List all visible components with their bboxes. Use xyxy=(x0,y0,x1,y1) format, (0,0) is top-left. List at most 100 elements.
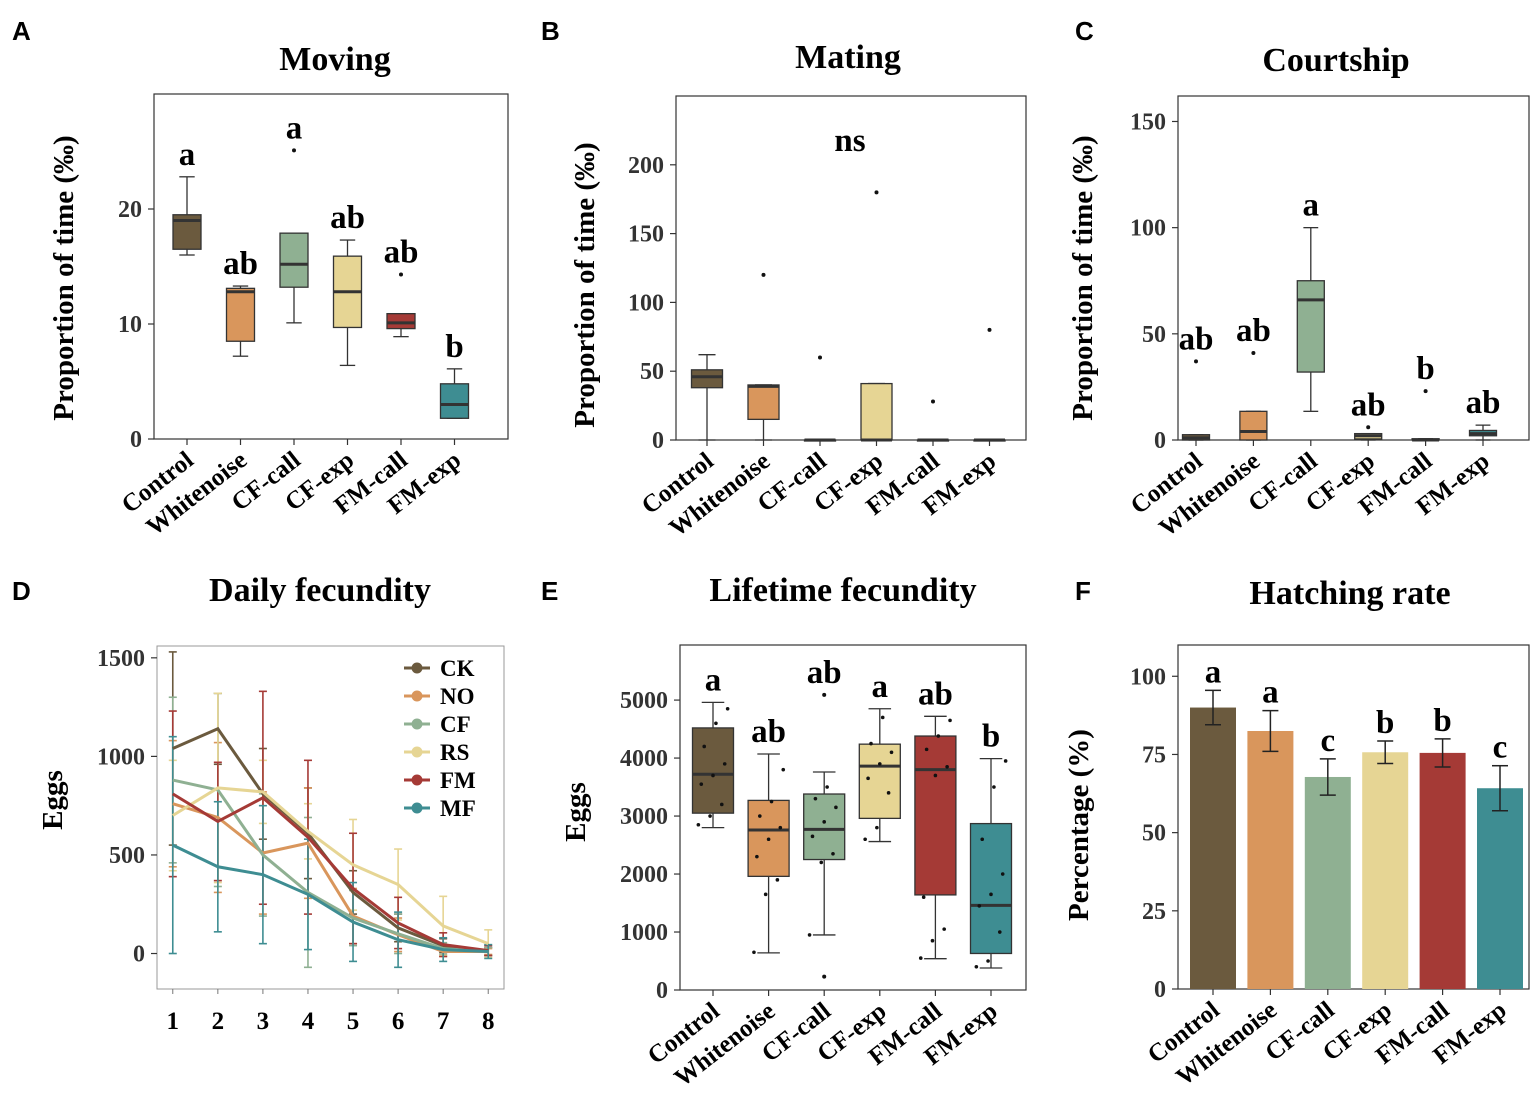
x-tick-label: 5 xyxy=(347,1008,360,1035)
data-point xyxy=(825,785,829,789)
panel-e-lifetime-fecundity-chart: E Lifetime fecundity Eggs 0 1000 2000 3000 4… xyxy=(541,572,1027,1092)
data-point xyxy=(1000,872,1005,876)
data-point xyxy=(921,895,926,900)
data-point xyxy=(822,820,826,824)
y-tick-label: 4000 xyxy=(620,746,668,772)
y-axis-label-d: Eggs xyxy=(37,770,69,830)
significance-letter: ab xyxy=(807,655,842,691)
significance-letter: b xyxy=(1416,351,1434,387)
significance-letter: b xyxy=(445,329,463,365)
data-point xyxy=(869,741,873,746)
data-point xyxy=(708,814,712,818)
y-tick-label: 0 xyxy=(1154,428,1166,454)
outlier-point xyxy=(399,272,403,277)
significance-letter: ab xyxy=(918,676,953,712)
data-point xyxy=(875,825,879,830)
series-line-cf xyxy=(172,778,489,954)
plot-area-d xyxy=(156,645,505,990)
box-fm-call xyxy=(914,735,957,896)
y-tick-label: 200 xyxy=(628,153,664,179)
data-point xyxy=(924,747,929,752)
panel-label-e: E xyxy=(541,576,558,606)
x-tick-label: 3 xyxy=(257,1008,270,1035)
chart-title-a: Moving xyxy=(279,41,390,78)
box-control xyxy=(691,727,735,814)
y-tick-label: 1000 xyxy=(620,920,668,946)
data-point xyxy=(831,851,835,856)
y-tick-label: 0 xyxy=(130,427,142,453)
data-point xyxy=(886,791,891,795)
box-control xyxy=(690,369,724,389)
data-point xyxy=(936,734,941,738)
data-point xyxy=(933,773,938,778)
panel-label-b: B xyxy=(541,16,560,46)
x-tick-label: 4 xyxy=(302,1008,315,1035)
data-point xyxy=(778,825,783,830)
y-tick-label: 50 xyxy=(1142,821,1166,847)
outlier-point xyxy=(761,272,766,277)
box-whitenoise xyxy=(747,384,780,421)
data-point xyxy=(986,959,990,963)
box-fm-exp xyxy=(439,383,470,419)
significance-letter: ab xyxy=(384,235,419,271)
significance-letter: ab xyxy=(1179,321,1214,357)
y-tick-label: 5000 xyxy=(620,688,668,714)
significance-letter: c xyxy=(1320,723,1335,759)
panel-label-c: C xyxy=(1075,16,1094,46)
box-cf-exp xyxy=(858,743,901,820)
data-point xyxy=(942,927,946,931)
outlier-point xyxy=(292,148,296,153)
data-point xyxy=(810,834,815,839)
data-point xyxy=(807,933,812,937)
data-point xyxy=(997,930,1002,934)
legend-marker xyxy=(411,690,423,702)
plot-area-f xyxy=(1177,644,1530,990)
plot-area-c xyxy=(1177,95,1530,441)
significance-letter: ab xyxy=(1236,313,1271,349)
y-axis-label-f: Percentage (%) xyxy=(1063,729,1095,921)
data-point xyxy=(992,785,996,789)
legend-label-ck: CK xyxy=(440,656,475,681)
data-point xyxy=(758,814,762,818)
panel-a-moving-chart: A Moving Proportion of time (‰) 01020aab… xyxy=(12,16,509,541)
data-point xyxy=(775,878,780,882)
chart-title-e: Lifetime fecundity xyxy=(709,572,976,609)
panel-d-daily-fecundity-chart: D Daily fecundity Eggs 0 500 1000 1500 1 2 3 4 5… xyxy=(12,572,505,1035)
y-tick-label: 150 xyxy=(628,222,664,248)
series-line-mf xyxy=(172,843,489,954)
legend-marker xyxy=(411,662,423,674)
y-tick-label: 10 xyxy=(118,312,142,338)
data-point xyxy=(863,837,867,842)
y-axis-label-b: Proportion of time (‰) xyxy=(569,142,601,427)
significance-letter: a xyxy=(1303,188,1320,224)
data-point xyxy=(948,718,952,723)
data-point xyxy=(725,706,730,711)
panel-label-a: A xyxy=(12,16,31,46)
bar-cf-exp xyxy=(1362,752,1409,989)
y-tick-label: 100 xyxy=(628,290,664,316)
bar-whitenoise xyxy=(1247,731,1294,989)
y-axis-label-e: Eggs xyxy=(560,782,592,842)
data-point xyxy=(702,744,707,749)
data-point xyxy=(699,782,704,786)
x-tick-label: 1 xyxy=(167,1008,180,1035)
outlier-point xyxy=(822,974,827,979)
y-tick-label: 50 xyxy=(640,359,664,385)
bar-fm-exp xyxy=(1477,788,1523,989)
box-whitenoise xyxy=(225,287,256,342)
data-point xyxy=(977,904,982,908)
significance-letter: b xyxy=(982,719,1000,755)
bar-fm-call xyxy=(1419,752,1466,989)
data-point xyxy=(752,950,756,955)
data-point xyxy=(813,796,818,801)
panel-label-f: F xyxy=(1075,576,1091,606)
bar-cf-call xyxy=(1304,776,1351,989)
y-axis-label-c: Proportion of time (‰) xyxy=(1067,135,1099,420)
box-cf-call xyxy=(1296,280,1325,373)
significance-letter: ab xyxy=(751,714,786,750)
significance-letter: b xyxy=(1433,703,1451,739)
data-point xyxy=(781,767,786,772)
y-tick-label: 1500 xyxy=(97,646,145,672)
data-point xyxy=(889,750,894,755)
